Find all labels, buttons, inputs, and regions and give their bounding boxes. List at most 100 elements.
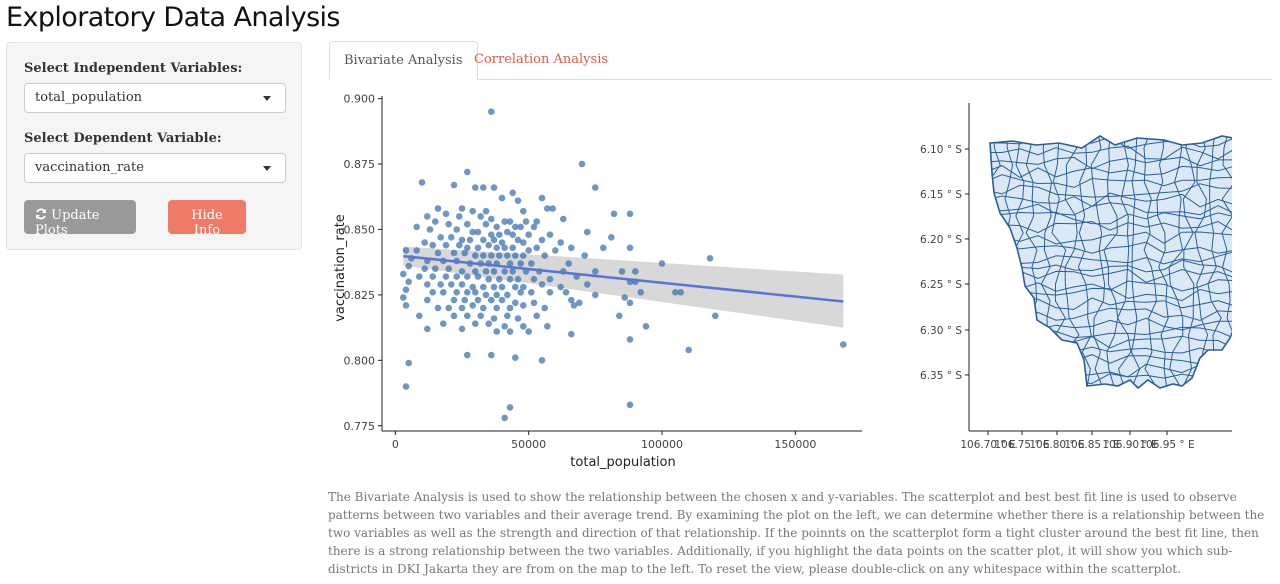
data-point[interactable]: [546, 289, 554, 296]
data-point[interactable]: [496, 252, 503, 259]
data-point[interactable]: [461, 296, 468, 304]
data-point[interactable]: [458, 304, 466, 312]
data-point[interactable]: [530, 275, 538, 283]
data-point[interactable]: [421, 239, 428, 246]
data-point[interactable]: [658, 260, 666, 267]
data-point[interactable]: [424, 296, 431, 304]
data-point[interactable]: [506, 404, 514, 411]
data-point[interactable]: [504, 252, 511, 259]
data-point[interactable]: [488, 215, 495, 223]
data-point[interactable]: [421, 265, 428, 272]
data-point[interactable]: [509, 268, 516, 275]
data-point[interactable]: [448, 281, 455, 288]
data-point[interactable]: [514, 197, 522, 204]
data-point[interactable]: [501, 218, 508, 225]
data-point[interactable]: [544, 205, 551, 212]
data-point[interactable]: [464, 273, 471, 280]
data-point[interactable]: [461, 249, 468, 257]
data-point[interactable]: [482, 220, 490, 228]
data-point[interactable]: [520, 323, 527, 330]
data-point[interactable]: [488, 351, 495, 359]
data-point[interactable]: [544, 323, 551, 330]
data-point[interactable]: [538, 281, 546, 288]
data-point[interactable]: [424, 325, 431, 333]
data-point[interactable]: [576, 299, 583, 307]
data-point[interactable]: [429, 241, 436, 249]
data-point[interactable]: [541, 252, 548, 259]
data-point[interactable]: [448, 234, 455, 241]
data-point[interactable]: [493, 244, 500, 252]
data-point[interactable]: [469, 302, 476, 309]
data-point[interactable]: [562, 289, 570, 296]
data-point[interactable]: [485, 241, 492, 249]
dependent-variable-select[interactable]: vaccination_rate: [24, 153, 286, 183]
data-point[interactable]: [442, 210, 450, 218]
data-point[interactable]: [474, 296, 482, 304]
data-point[interactable]: [400, 294, 407, 301]
data-point[interactable]: [501, 244, 508, 252]
tab-bivariate-analysis[interactable]: Bivariate Analysis: [329, 41, 478, 80]
data-point[interactable]: [480, 184, 487, 191]
data-point[interactable]: [490, 315, 498, 322]
data-point[interactable]: [506, 218, 514, 225]
data-point[interactable]: [677, 289, 684, 296]
data-point[interactable]: [496, 231, 503, 238]
data-point[interactable]: [458, 325, 466, 333]
data-point[interactable]: [522, 218, 530, 225]
independent-variable-select[interactable]: total_population: [24, 83, 286, 113]
update-plots-button[interactable]: Update Plots: [24, 200, 136, 238]
data-point[interactable]: [496, 275, 503, 283]
data-point[interactable]: [520, 207, 527, 215]
data-point[interactable]: [509, 189, 516, 197]
data-point[interactable]: [413, 223, 420, 231]
data-point[interactable]: [626, 210, 634, 218]
data-point[interactable]: [525, 231, 532, 238]
data-point[interactable]: [480, 236, 487, 244]
data-point[interactable]: [464, 312, 471, 320]
data-point[interactable]: [432, 265, 439, 272]
data-point[interactable]: [445, 304, 452, 312]
data-point[interactable]: [440, 289, 447, 296]
data-point[interactable]: [600, 244, 607, 252]
data-point[interactable]: [482, 291, 490, 299]
data-point[interactable]: [450, 181, 458, 189]
data-point[interactable]: [568, 330, 575, 338]
data-point[interactable]: [493, 223, 500, 231]
data-point[interactable]: [445, 265, 452, 272]
data-point[interactable]: [474, 273, 482, 280]
data-point[interactable]: [464, 168, 471, 176]
data-point[interactable]: [706, 255, 714, 262]
data-point[interactable]: [501, 414, 508, 422]
data-point[interactable]: [512, 299, 519, 307]
data-point[interactable]: [480, 252, 487, 259]
data-point[interactable]: [533, 218, 540, 225]
data-point[interactable]: [472, 252, 479, 259]
data-point[interactable]: [445, 220, 452, 228]
data-point[interactable]: [418, 179, 426, 186]
data-point[interactable]: [458, 281, 466, 288]
data-point[interactable]: [482, 207, 490, 215]
data-point[interactable]: [560, 215, 567, 223]
data-point[interactable]: [632, 268, 639, 275]
data-point[interactable]: [512, 252, 519, 259]
data-point[interactable]: [504, 312, 511, 320]
data-point[interactable]: [530, 299, 538, 307]
data-point[interactable]: [429, 289, 436, 296]
data-point[interactable]: [472, 268, 479, 275]
data-point[interactable]: [538, 357, 546, 364]
data-point[interactable]: [434, 249, 442, 257]
data-point[interactable]: [429, 273, 436, 280]
data-point[interactable]: [626, 336, 634, 343]
data-point[interactable]: [480, 283, 487, 291]
data-point[interactable]: [424, 213, 431, 220]
data-point[interactable]: [442, 241, 450, 249]
data-point[interactable]: [493, 304, 500, 312]
data-point[interactable]: [840, 341, 847, 348]
data-point[interactable]: [538, 194, 546, 202]
data-point[interactable]: [626, 244, 634, 252]
data-point[interactable]: [402, 286, 410, 293]
data-point[interactable]: [570, 302, 578, 309]
data-point[interactable]: [509, 244, 516, 252]
data-point[interactable]: [520, 252, 527, 259]
data-point[interactable]: [434, 304, 442, 312]
